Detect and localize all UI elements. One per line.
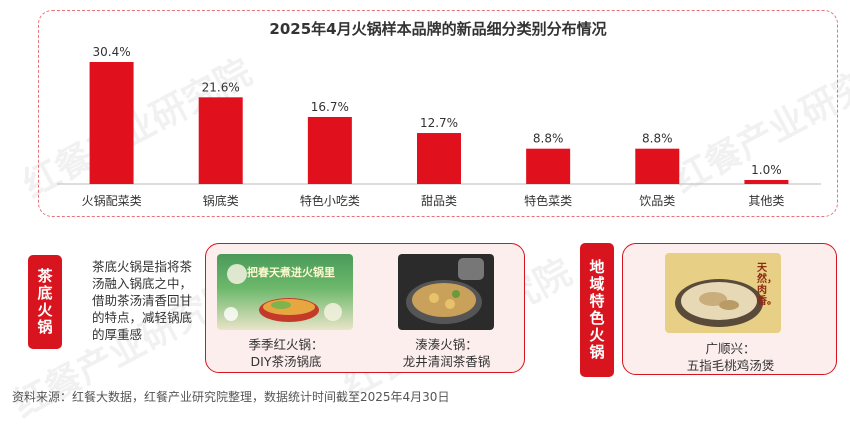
jijihong-poster-text: 把春天煮进火锅里 (247, 266, 335, 279)
guangshunxing-caption: 广顺兴： 五指毛桃鸡汤煲 (623, 340, 838, 374)
coucou-hotpot-image (398, 254, 494, 330)
bar (307, 116, 352, 184)
tea-pot-illustration-icon (224, 264, 342, 322)
bar (417, 133, 461, 184)
jijihong-caption: 季季红火锅： DIY茶汤锅底 (206, 336, 366, 370)
bar-chart: 30.4% 火锅配菜类 21.6% 锅底类 16.7% 特色小吃类 12.7% 甜品类 8.8%… (57, 45, 821, 208)
guangshunxing-dish-image: 天然，肉香。 (665, 253, 781, 333)
category-label: 特色菜类 (524, 193, 572, 208)
bar-value-label: 30.4% (93, 45, 131, 59)
guangshunxing-image-text: 天然，肉香。 (757, 263, 777, 307)
bar-value-label: 16.7% (311, 100, 349, 114)
regional-hotpot-tag: 地域特色火锅 (580, 243, 614, 377)
regional-hotpot-cases-panel: 天然，肉香。 广顺兴： 五指毛桃鸡汤煲 (622, 243, 837, 375)
chicken-soup-pot-icon (675, 279, 763, 327)
chart-panel: 2025年4月火锅样本品牌的新品细分类别分布情况 30.4% 火锅配菜类 21.6%… (38, 10, 838, 217)
category-label: 甜品类 (421, 194, 457, 208)
bar-value-label: 8.8% (642, 132, 673, 146)
source-footnote: 资料来源：红餐大数据，红餐产业研究院整理，数据统计时间截至2025年4月30日 (12, 390, 450, 404)
coucou-product: 龙井清润茶香锅 (402, 354, 491, 369)
category-label: 火锅配菜类 (82, 193, 142, 208)
tea-hotpot-tag: 茶底火锅 (28, 255, 62, 349)
jijihong-product: DIY茶汤锅底 (250, 354, 322, 369)
jijihong-brand: 季季红火锅： (248, 337, 324, 352)
category-label: 其他类 (748, 194, 784, 208)
bar (89, 62, 134, 184)
guangshunxing-product: 五指毛桃鸡汤煲 (686, 358, 775, 373)
bar (635, 148, 680, 184)
tea-hotpot-cases-panel: 把春天煮进火锅里 季季红火锅： DIY茶汤锅底 湊湊火锅： 龙井清润茶香锅 (205, 243, 525, 373)
bar (526, 148, 571, 184)
bar (198, 97, 243, 184)
category-label: 特色小吃类 (300, 193, 360, 208)
bar (744, 179, 789, 184)
bar-value-label: 12.7% (420, 116, 458, 130)
category-label: 饮品类 (639, 194, 675, 208)
hotpot-icon (406, 258, 484, 324)
coucou-caption: 湊湊火锅： 龙井清润茶香锅 (374, 336, 519, 370)
bar-value-label: 8.8% (533, 132, 564, 146)
bar-value-label: 21.6% (202, 80, 240, 94)
guangshunxing-brand: 广顺兴： (705, 341, 756, 356)
bar-value-label: 1.0% (751, 163, 782, 177)
category-label: 锅底类 (203, 193, 239, 208)
coucou-brand: 湊湊火锅： (415, 337, 478, 352)
tea-hotpot-description: 茶底火锅是指将茶汤融入锅底之中，借助茶汤清香回甘的特点，减轻锅底的厚重感 (92, 259, 193, 342)
chart-title: 2025年4月火锅样本品牌的新品细分类别分布情况 (269, 20, 607, 38)
jijihong-poster-image: 把春天煮进火锅里 (217, 254, 353, 330)
